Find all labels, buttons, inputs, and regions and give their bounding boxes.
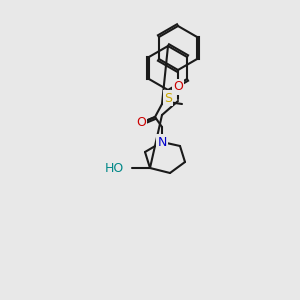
Text: O: O (173, 80, 183, 94)
Text: S: S (164, 92, 172, 104)
Text: HO: HO (105, 161, 124, 175)
Text: O: O (136, 116, 146, 128)
Text: N: N (157, 136, 167, 148)
